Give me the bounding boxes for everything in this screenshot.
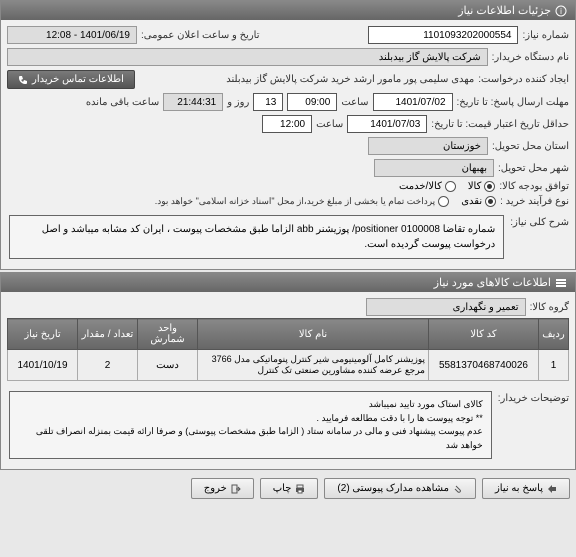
col-date: تاریخ نیاز: [8, 319, 78, 350]
attachments-button[interactable]: مشاهده مدارک پیوستی (2): [324, 478, 476, 499]
budget-label: توافق بودجه کالا:: [499, 181, 569, 192]
deadline-time-field: 09:00: [287, 93, 337, 111]
buyer-org-label: نام دستگاه خریدار:: [492, 52, 569, 63]
creator-field: مهدی سلیمی پور مامور ارشد خرید شرکت پالا…: [139, 74, 474, 85]
time-left-field: 21:44:31: [163, 93, 223, 111]
items-table: ردیف کد کالا نام کالا واحد شمارش تعداد /…: [7, 318, 569, 381]
exit-icon: [231, 484, 241, 494]
days-left-field: 13: [253, 93, 283, 111]
phone-icon: [18, 75, 28, 85]
desc-box: شماره تقاضا 0100008 positioner/ پوزیشنر …: [9, 215, 504, 259]
col-name: نام کالا: [198, 319, 429, 350]
list-icon: [555, 277, 567, 289]
print-button-label: چاپ: [273, 483, 292, 494]
reply-button[interactable]: پاسخ به نیاز: [482, 478, 570, 499]
panel-body: شماره نیاز: 1101093202000554 تاریخ و ساع…: [1, 20, 575, 269]
process-radio-bond[interactable]: پرداخت تمام یا بخشی از مبلغ خرید،از محل …: [155, 196, 449, 207]
city-field: بهبهان: [374, 159, 494, 177]
cell-date: 1401/10/19: [8, 350, 78, 381]
notes-line2: ** توجه پیوست ها را با دقت مطالعه فرمایی…: [18, 412, 483, 426]
radio-icon: [438, 196, 449, 207]
public-date-field: 1401/06/19 - 12:08: [7, 26, 137, 44]
reply-icon: [547, 484, 557, 494]
cell-name: پوزیشنر کامل آلومینیومی شیر کنترل پنومات…: [198, 350, 429, 381]
deadline-date-field: 1401/07/02: [373, 93, 453, 111]
cell-unit: دست: [138, 350, 198, 381]
process-label: نوع فرآیند خرید :: [500, 196, 569, 207]
group-field: تعمیر و نگهداری: [366, 298, 526, 316]
notes-box: کالای استاک مورد تایید نمیباشد ** توجه پ…: [9, 391, 492, 459]
cell-code: 5581370468740026: [429, 350, 539, 381]
exit-button-label: خروج: [204, 483, 227, 494]
col-unit: واحد شمارش: [138, 319, 198, 350]
budget-opt2-label: کالا/خدمت: [399, 181, 442, 192]
items-panel-title: اطلاعات کالاهای مورد نیاز: [434, 276, 551, 289]
validity-time-label: ساعت: [316, 119, 343, 130]
need-no-label: شماره نیاز:: [522, 30, 569, 41]
deadline-label: مهلت ارسال پاسخ: تا تاریخ:: [457, 97, 569, 108]
notes-line1: کالای استاک مورد تایید نمیباشد: [18, 398, 483, 412]
cell-qty: 2: [78, 350, 138, 381]
radio-icon: [485, 196, 496, 207]
panel-header: i جزئیات اطلاعات نیاز: [1, 1, 575, 20]
validity-time-field: 12:00: [262, 115, 312, 133]
items-panel: اطلاعات کالاهای مورد نیاز گروه کالا: تعم…: [0, 272, 576, 470]
public-date-label: تاریخ و ساعت اعلان عمومی:: [141, 30, 260, 41]
col-code: کد کالا: [429, 319, 539, 350]
buyer-org-field: شرکت پالایش گاز بیدبلند: [7, 48, 488, 66]
table-row[interactable]: 1 5581370468740026 پوزیشنر کامل آلومینیو…: [8, 350, 569, 381]
validity-label: حداقل تاریخ اعتبار قیمت: تا تاریخ:: [431, 119, 569, 130]
days-left-mid: روز و: [227, 97, 249, 108]
radio-icon: [484, 181, 495, 192]
info-icon: i: [555, 5, 567, 17]
creator-label: ایجاد کننده درخواست:: [478, 74, 569, 85]
footer-buttons: پاسخ به نیاز مشاهده مدارک پیوستی (2) چاپ…: [0, 472, 576, 505]
svg-text:i: i: [560, 7, 562, 16]
items-panel-body: گروه کالا: تعمیر و نگهداری ردیف کد کالا …: [1, 292, 575, 469]
radio-icon: [445, 181, 456, 192]
contact-button-label: اطلاعات تماس خریدار: [32, 74, 124, 85]
notes-label: توضیحات خریدار:: [498, 387, 569, 404]
budget-opt1-label: کالا: [468, 181, 482, 192]
col-row: ردیف: [539, 319, 569, 350]
contact-button[interactable]: اطلاعات تماس خریدار: [7, 70, 135, 89]
process-note: پرداخت تمام یا بخشی از مبلغ خرید،از محل …: [155, 196, 435, 207]
notes-line3: عدم پیوست پیشنهاد فنی و مالی در سامانه س…: [18, 425, 483, 452]
group-label: گروه کالا:: [530, 302, 569, 313]
deadline-time-label: ساعت: [341, 97, 368, 108]
province-field: خوزستان: [368, 137, 488, 155]
city-label: شهر محل تحویل:: [498, 163, 569, 174]
paperclip-icon: [453, 484, 463, 494]
panel-title: جزئیات اطلاعات نیاز: [458, 4, 551, 17]
col-qty: تعداد / مقدار: [78, 319, 138, 350]
main-panel: i جزئیات اطلاعات نیاز شماره نیاز: 110109…: [0, 0, 576, 270]
process-radio-group: نقدی پرداخت تمام یا بخشی از مبلغ خرید،از…: [155, 196, 496, 207]
reply-button-label: پاسخ به نیاز: [495, 483, 543, 494]
exit-button[interactable]: خروج: [191, 478, 254, 499]
table-header-row: ردیف کد کالا نام کالا واحد شمارش تعداد /…: [8, 319, 569, 350]
attachments-button-label: مشاهده مدارک پیوستی (2): [337, 483, 449, 494]
desc-label: شرح کلی نیاز:: [510, 211, 569, 228]
print-icon: [295, 484, 305, 494]
items-panel-header: اطلاعات کالاهای مورد نیاز: [1, 273, 575, 292]
process-opt1-label: نقدی: [461, 196, 482, 207]
cell-idx: 1: [539, 350, 569, 381]
budget-radio-kala[interactable]: کالا: [468, 181, 496, 192]
process-radio-cash[interactable]: نقدی: [461, 196, 496, 207]
validity-date-field: 1401/07/03: [347, 115, 427, 133]
time-left-suffix: ساعت باقی مانده: [86, 97, 159, 108]
budget-radio-service[interactable]: کالا/خدمت: [399, 181, 456, 192]
budget-radio-group: کالا کالا/خدمت: [399, 181, 495, 192]
print-button[interactable]: چاپ: [260, 478, 319, 499]
province-label: استان محل تحویل:: [492, 141, 569, 152]
need-no-field: 1101093202000554: [368, 26, 518, 44]
